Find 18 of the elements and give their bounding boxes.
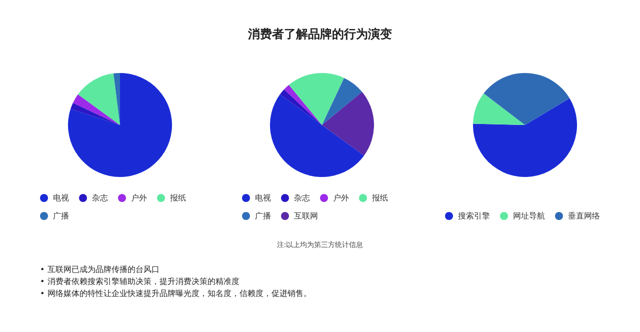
- legend-label: 杂志: [294, 194, 310, 202]
- legend-label: 网址导航: [513, 212, 545, 220]
- legend-label: 搜索引擎: [458, 212, 490, 220]
- legend-label: 电视: [255, 194, 271, 202]
- legend-label: 互联网: [294, 212, 318, 220]
- legend-label: 户外: [131, 194, 147, 202]
- legend-label: 垂直网络: [568, 212, 600, 220]
- text: • 消费者依赖搜索引擎辅助决策，提升消费决策的精准度: [40, 276, 240, 288]
- legend-label: 户外: [333, 194, 349, 202]
- legend-label: 广播: [255, 212, 271, 220]
- legend-label: 广播: [53, 212, 69, 220]
- legend-label: 电视: [53, 194, 69, 202]
- text: 消费者了解品牌的行为演变: [247, 26, 393, 43]
- legend-label: 报纸: [371, 194, 388, 202]
- legend-label: 报纸: [169, 194, 186, 202]
- text: • 互联网已成为品牌传播的台风口: [40, 264, 160, 276]
- legend-label: 杂志: [92, 194, 108, 202]
- text: • 网络媒体的特性让企业快速提升品牌曝光度，知名度，信赖度，促进销售。: [40, 288, 312, 300]
